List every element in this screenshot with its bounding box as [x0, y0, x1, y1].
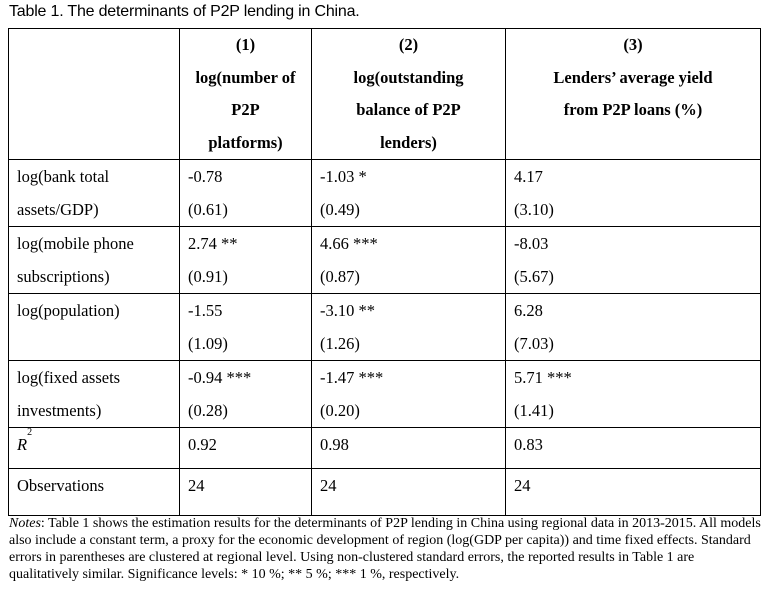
standard-error: (5.67)	[514, 267, 554, 286]
coefficient: -0.94 ***	[188, 368, 252, 387]
standard-error: (0.28)	[188, 401, 228, 420]
standard-error: (7.03)	[514, 334, 554, 353]
header-col-label: log(outstanding	[353, 67, 464, 87]
header-col-label: from P2P loans (%)	[563, 100, 703, 119]
standard-error: (0.20)	[320, 401, 360, 420]
table-cell: 4.17 (3.10)	[505, 159, 761, 227]
standard-error: (0.91)	[188, 267, 228, 286]
table-cell: 5.71 *** (1.41)	[505, 360, 761, 428]
header-col-label: balance of P2P	[356, 100, 461, 119]
table-cell: 6.28 (7.03)	[505, 293, 761, 361]
table-cell: -8.03 (5.67)	[505, 226, 761, 294]
row-label: log(population)	[8, 293, 180, 361]
table-row: log(mobile phone subscriptions) 2.74 ** (0…	[8, 226, 761, 294]
observations-row: Observations 24 24 24	[8, 468, 761, 516]
coefficient: -3.10 **	[320, 301, 375, 320]
table-cell: 0.92	[179, 427, 312, 469]
table-row: log(population) -1.55 (1.09) -3.10 ** (1.2…	[8, 293, 761, 361]
header-col-3: (3) Lenders’ average yield from P2P loan…	[505, 28, 761, 160]
coefficient: 4.17	[514, 167, 543, 186]
header-col-label: platforms)	[208, 132, 283, 152]
table-cell: 24	[505, 468, 761, 516]
header-col-label: log(number of	[195, 67, 296, 87]
row-label: log(mobile phone subscriptions)	[8, 226, 180, 294]
coefficient: -8.03	[514, 234, 549, 253]
r-squared-row: R2 0.92 0.98 0.83	[8, 427, 761, 469]
header-col-number: (2)	[398, 35, 419, 54]
table-cell: -0.78 (0.61)	[179, 159, 312, 227]
table-row: log(fixed assets investments) -0.94 *** (0…	[8, 360, 761, 428]
results-table: (1) log(number of P2P platforms) (2) log…	[8, 28, 761, 516]
coefficient: -1.55	[188, 301, 223, 320]
table-header-row: (1) log(number of P2P platforms) (2) log…	[8, 28, 761, 160]
table-cell: 24	[311, 468, 506, 516]
coefficient: -1.47 ***	[320, 368, 384, 387]
row-label: log(bank total assets/GDP)	[8, 159, 180, 227]
table-cell: -3.10 ** (1.26)	[311, 293, 506, 361]
table-cell: -0.94 *** (0.28)	[179, 360, 312, 428]
coefficient: 5.71 ***	[514, 368, 572, 387]
coefficient: -0.78	[188, 167, 223, 186]
table-cell: 0.83	[505, 427, 761, 469]
standard-error: (1.26)	[320, 334, 360, 353]
standard-error: (0.49)	[320, 200, 360, 219]
header-col-2: (2) log(outstanding balance of P2P lende…	[311, 28, 506, 160]
row-label: Observations	[8, 468, 180, 516]
row-label: R2	[8, 427, 180, 469]
header-col-number: (1)	[235, 35, 256, 54]
notes-text: : Table 1 shows the estimation results f…	[9, 516, 761, 582]
coefficient: 4.66 ***	[320, 234, 378, 253]
table-row: log(bank total assets/GDP) -0.78 (0.61) -1…	[8, 159, 761, 227]
standard-error: (0.61)	[188, 200, 228, 219]
table-caption: Table 1. The determinants of P2P lending…	[9, 3, 360, 20]
row-label: log(fixed assets investments)	[8, 360, 180, 428]
header-col-label: lenders)	[380, 132, 437, 152]
table-cell: -1.03 * (0.49)	[311, 159, 506, 227]
table-cell: -1.47 *** (0.20)	[311, 360, 506, 428]
header-col-label: P2P	[231, 100, 260, 119]
table-cell: 24	[179, 468, 312, 516]
coefficient: -1.03 *	[320, 167, 367, 186]
standard-error: (0.87)	[320, 267, 360, 286]
table-cell: 0.98	[311, 427, 506, 469]
standard-error: (3.10)	[514, 200, 554, 219]
standard-error: (1.09)	[188, 334, 228, 353]
table-cell: 4.66 *** (0.87)	[311, 226, 506, 294]
standard-error: (1.41)	[514, 401, 554, 420]
coefficient: 6.28	[514, 301, 543, 320]
table-notes: Notes: Table 1 shows the estimation resu…	[9, 515, 761, 583]
notes-lead: Notes	[9, 516, 41, 531]
table-cell: 2.74 ** (0.91)	[179, 226, 312, 294]
header-blank-cell	[8, 28, 180, 160]
header-col-label: Lenders’ average yield	[553, 67, 713, 87]
header-col-1: (1) log(number of P2P platforms)	[179, 28, 312, 160]
header-col-number: (3)	[623, 35, 643, 54]
table-cell: -1.55 (1.09)	[179, 293, 312, 361]
coefficient: 2.74 **	[188, 234, 238, 253]
